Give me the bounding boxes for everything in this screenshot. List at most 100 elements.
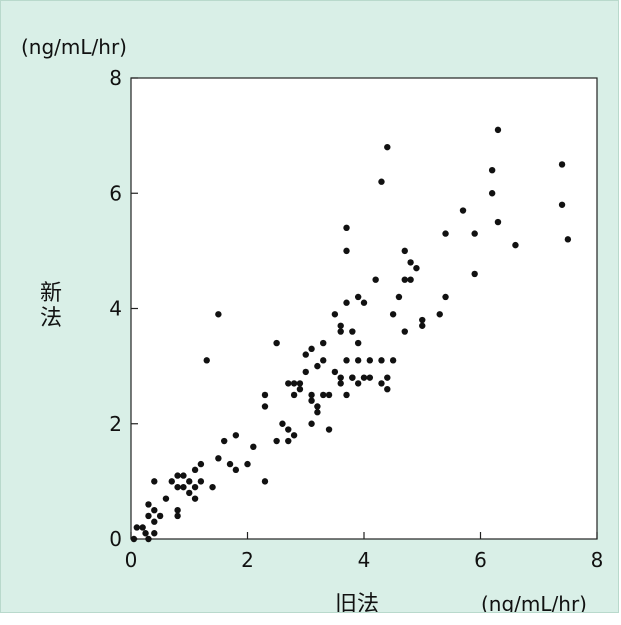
scatter-point [142,530,149,537]
scatter-point [308,420,315,427]
scatter-point [215,311,222,318]
scatter-point [186,489,193,497]
scatter-point [320,391,327,399]
scatter-point [308,345,315,353]
scatter-point [360,374,368,381]
scatter-point [191,466,199,474]
scatter-point [366,357,374,364]
scatter-point [459,207,467,214]
x-tick-label: 4 [358,548,371,572]
scatter-point [442,230,449,237]
scatter-point [151,518,158,525]
scatter-point [360,299,368,306]
scatter-point [320,357,327,364]
scatter-point [325,426,333,433]
scatter-point [232,432,240,439]
x-unit-label: (ng/mL/hr) [481,592,587,612]
scatter-point [261,391,269,399]
scatter-point [343,247,350,255]
scatter-point [314,362,321,370]
scatter-point [191,483,199,491]
y-axis-ticks: 0 2 4 6 8 [109,66,138,551]
scatter-point [494,218,502,226]
scatter-point [285,426,292,433]
scatter-point [197,460,205,468]
scatter-point [343,357,350,364]
scatter-point [331,368,339,376]
scatter-point [354,339,362,347]
x-tick-label: 2 [241,548,254,572]
scatter-point [413,264,420,272]
y-tick-label: 6 [109,181,122,205]
y-axis-label: 新法 [40,281,62,331]
scatter-point [296,385,304,393]
scatter-chart: (ng/mL/hr) 新法 旧法 (ng/mL/hr) 0 2 4 6 8 0 2 4 6 8 [21,35,603,617]
scatter-point [494,126,502,134]
scatter-point [378,380,385,387]
scatter-point [290,391,298,399]
scatter-point [354,357,362,364]
scatter-point [337,322,344,329]
y-tick-label: 0 [109,527,122,551]
scatter-point [145,535,152,543]
scatter-point [378,178,385,185]
scatter-point [250,443,257,450]
y-tick-label: 2 [109,412,122,436]
scatter-point [442,293,449,301]
scatter-point [436,311,443,318]
scatter-point [279,420,286,427]
scatter-point [244,460,251,468]
scatter-point [296,380,304,387]
scatter-point [302,351,309,358]
scatter-point [302,368,309,376]
scatter-point [389,311,397,318]
scatter-point [419,316,426,324]
scatter-point [215,455,222,462]
x-axis-ticks: 0 2 4 6 8 [125,532,603,572]
scatter-point [191,495,199,502]
scatter-point [180,472,187,479]
data-points [130,126,572,543]
scatter-point [145,512,152,520]
scatter-point [401,328,408,335]
scatter-point [337,328,344,335]
scatter-point [389,357,397,364]
scatter-point [407,259,414,266]
scatter-point [419,322,426,329]
scatter-point [378,357,385,364]
scatter-point [314,403,321,410]
scatter-point [180,483,187,491]
y-unit-label: (ng/mL/hr) [21,35,127,59]
scatter-point [273,339,280,347]
x-tick-label: 6 [474,548,487,572]
scatter-point [261,403,269,410]
scatter-point [285,380,292,387]
scatter-point [488,167,496,174]
plot-area [130,77,598,540]
scatter-point [151,506,158,514]
scatter-point [354,380,362,387]
scatter-point [407,276,414,283]
scatter-point [331,311,339,318]
scatter-point [354,293,362,301]
scatter-point [186,478,193,485]
scatter-point [325,391,333,399]
scatter-point [401,247,408,255]
scatter-point [139,524,146,531]
scatter-point [471,270,478,278]
scatter-point [221,437,228,445]
scatter-point [308,391,315,399]
y-tick-label: 8 [109,66,122,90]
x-axis-label: 旧法 [335,592,379,612]
scatter-point [314,409,321,416]
scatter-point [564,236,572,243]
scatter-point [145,501,152,508]
scatter-point [130,535,138,543]
scatter-point [558,161,566,168]
scatter-point [226,460,234,468]
scatter-point [384,385,391,393]
scatter-point [512,241,519,249]
scatter-point [156,512,164,520]
x-tick-label: 0 [125,548,138,572]
scatter-point [395,293,403,301]
